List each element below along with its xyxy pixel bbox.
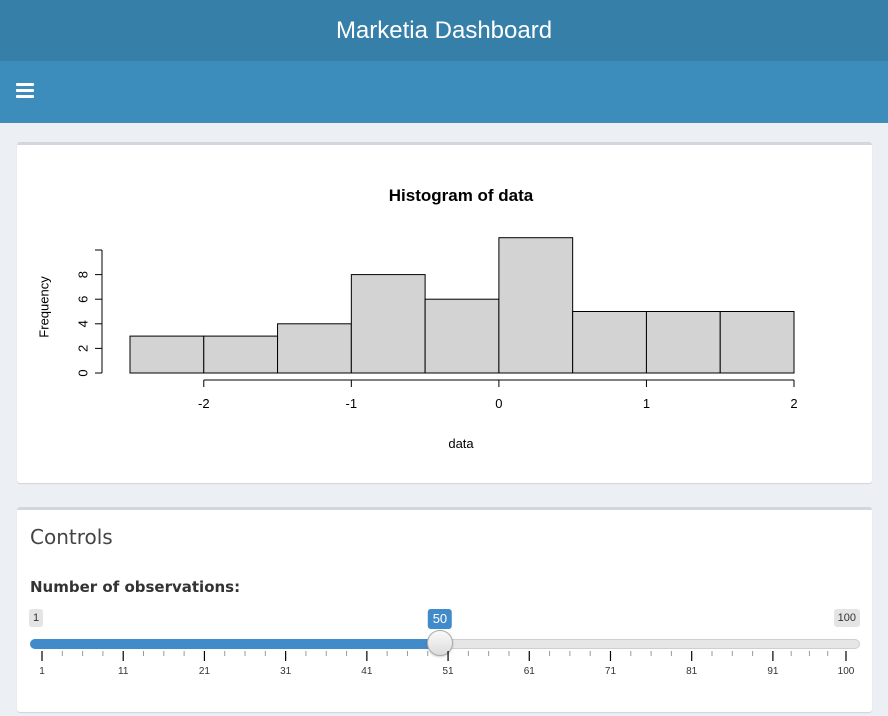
slider-tick-label: 91 [767,666,779,677]
histogram-bar [350,274,426,374]
y-tick-label: 0 [75,369,90,376]
hamburger-icon[interactable] [16,83,34,99]
slider-tick-label: 41 [361,666,373,677]
slider-fill [30,639,440,649]
x-tick-label: 2 [790,396,797,411]
slider-tick-label: 71 [605,666,617,677]
x-tick-label: -2 [198,396,210,411]
histogram-bar [277,323,352,374]
x-tick-label: 1 [643,396,650,411]
slider-tick-label: 61 [524,666,536,677]
histogram-bar [203,335,279,374]
app-header: Marketia Dashboard [0,0,888,61]
histogram-bar [129,335,205,374]
y-tick-label: 2 [75,345,90,352]
y-axis-label: Frequency [36,276,51,338]
x-axis-label: data [448,436,474,451]
histogram-plot: Histogram of data -2 -1 0 1 2 data 0 2 4 6 8 Frequen… [36,186,797,451]
histogram-bar [719,311,795,374]
controls-title: Controls [30,525,113,549]
slider-min-label: 1 [29,609,44,627]
chart-title: Histogram of data [389,186,534,205]
observations-label: Number of observations: [30,578,241,596]
slider-tick-label: 31 [280,666,292,677]
top-navbar [0,61,888,123]
plot-box: Histogram of data -2 -1 0 1 2 data 0 2 4 6 8 Frequen… [17,142,872,483]
observations-slider[interactable]: 1 100 50 1 11 21 31 41 51 61 71 81 91 100 [17,510,872,715]
slider-value-label: 50 [427,609,453,629]
controls-box: Controls Number of observations: 1 100 5… [17,507,872,712]
histogram-bar [498,237,574,374]
app-title: Marketia Dashboard [335,16,553,44]
y-tick-label: 6 [75,296,90,303]
slider-max-label: 100 [833,609,860,627]
slider-tick-label: 51 [442,666,454,677]
x-tick-label: 0 [495,396,502,411]
slider-tick-label: 1 [39,666,45,677]
histogram-bar [572,311,647,374]
histogram-bar [645,311,721,374]
y-tick-label: 8 [75,271,90,278]
slider-tick-label: 11 [118,666,129,677]
y-tick-label: 4 [75,320,90,327]
x-tick-label: -1 [346,396,358,411]
slider-tick-label: 21 [199,666,211,677]
histogram-bar [424,298,500,374]
slider-handle[interactable] [426,630,453,656]
slider-tick-label: 100 [838,666,855,677]
slider-tick-label: 81 [686,666,698,677]
